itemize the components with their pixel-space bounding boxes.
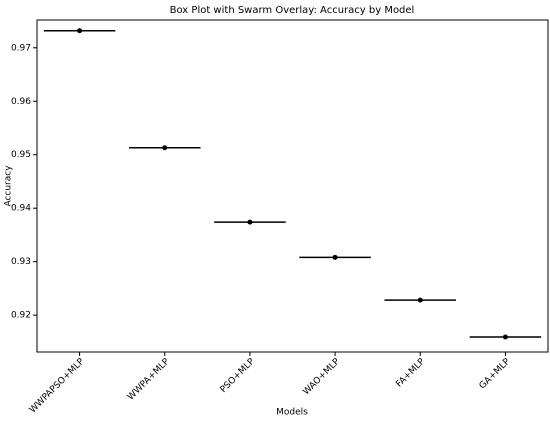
x-axis-label: Models: [276, 408, 308, 418]
x-tick-label: FA+MLP: [394, 356, 427, 389]
y-tick-label: 0.97: [11, 43, 31, 53]
y-tick-label: 0.92: [11, 311, 31, 321]
x-tick-label: PSO+MLP: [219, 356, 258, 395]
x-tick-label: WWPA+MLP: [126, 356, 172, 402]
x-tick-label: GA+MLP: [478, 356, 513, 391]
swarm-point: [332, 254, 338, 260]
y-tick-label: 0.96: [11, 97, 31, 107]
swarm-point: [162, 145, 168, 151]
y-tick-label: 0.95: [11, 150, 31, 160]
swarm-point: [77, 28, 83, 34]
swarm-point: [417, 297, 423, 303]
swarm-point: [247, 219, 253, 225]
plot-frame: [36, 19, 549, 353]
y-tick-label: 0.93: [11, 257, 31, 267]
swarm-point: [502, 334, 508, 340]
y-tick-label: 0.94: [11, 204, 31, 214]
y-axis-label: Accuracy: [4, 165, 14, 207]
chart-title: Box Plot with Swarm Overlay: Accuracy by…: [170, 5, 415, 16]
x-tick-label: WWPAPSO+MLP: [28, 356, 87, 415]
x-tick-label: WAO+MLP: [301, 356, 342, 397]
